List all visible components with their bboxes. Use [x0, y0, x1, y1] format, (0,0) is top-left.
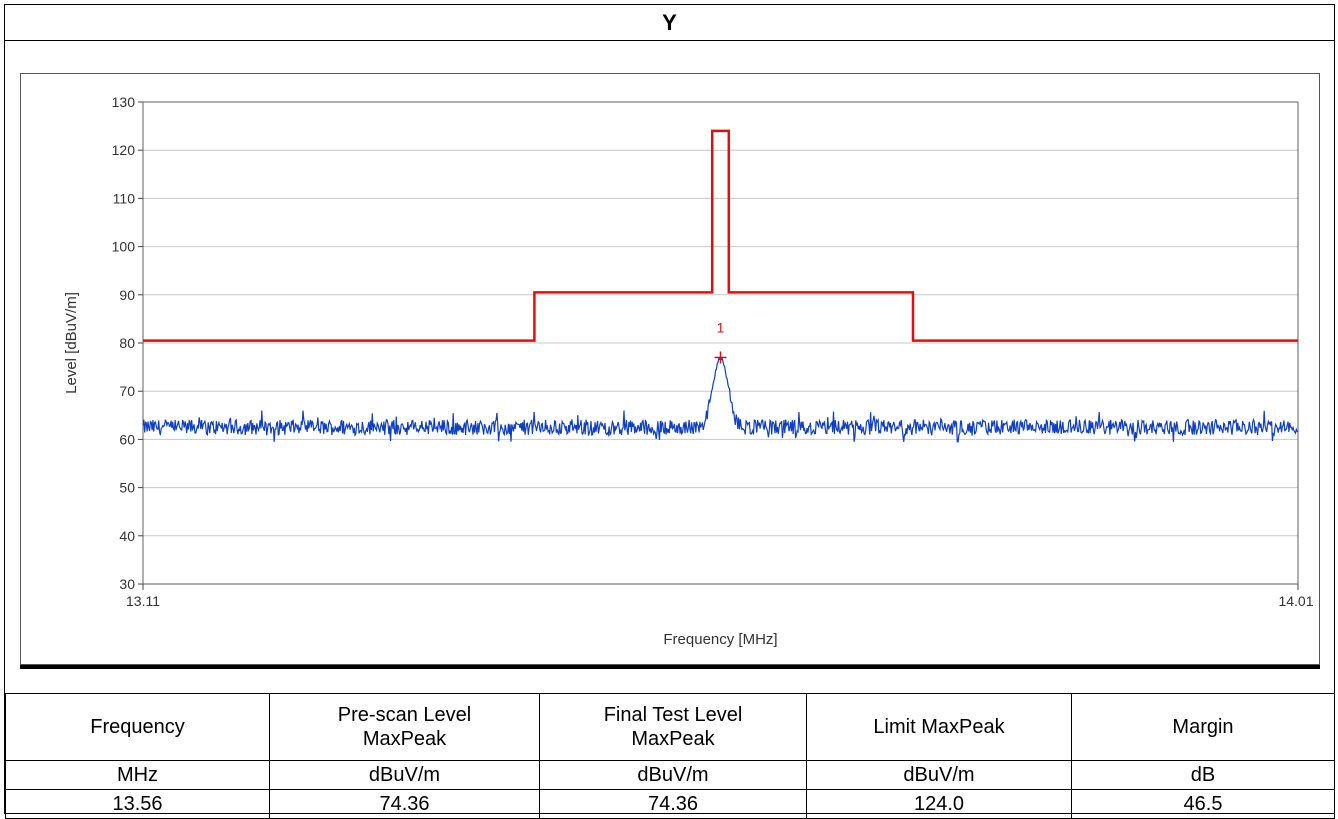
y-tick-label: 70: [119, 383, 135, 399]
unit-prescan-level: dBuV/m: [269, 760, 540, 790]
header-frequency: Frequency: [5, 693, 270, 761]
header-prescan-level: Pre-scan Level MaxPeak: [269, 693, 540, 761]
header-final-level: Final Test Level MaxPeak: [539, 693, 807, 761]
series-measured-trace: [142, 356, 1299, 443]
y-tick-label: 90: [119, 287, 135, 303]
chart-bottom-rule: [20, 665, 1320, 669]
y-tick-label: 100: [112, 239, 136, 255]
report-frame: Y 30 40 50 60 70 80 90 100 110 120 130 13.11 14.01 Fr…: [4, 4, 1335, 819]
unit-margin: dB: [1071, 760, 1335, 790]
cell-margin: 46.5: [1071, 789, 1335, 819]
cell-prescan-level: 74.36: [269, 789, 540, 819]
marker-label: 1: [717, 319, 725, 335]
y-tick-label: 80: [119, 335, 135, 351]
page-title: Y: [5, 5, 1334, 41]
x-tick-label: 13.11: [126, 593, 160, 609]
table-header-row: Frequency Pre-scan Level MaxPeak Final Te…: [5, 693, 1335, 761]
header-prescan-level-text: Pre-scan Level MaxPeak: [337, 704, 472, 750]
y-tick-label: 130: [112, 94, 136, 110]
y-tick-label: 40: [119, 528, 135, 544]
y-tick-label: 110: [113, 190, 136, 206]
y-tick-label: 60: [119, 431, 135, 447]
spectrum-chart: 30 40 50 60 70 80 90 100 110 120 130 13.11 14.01 Freq…: [20, 73, 1320, 665]
unit-limit: dBuV/m: [806, 760, 1072, 790]
y-tick-label: 30: [119, 576, 135, 592]
unit-final-level: dBuV/m: [539, 760, 807, 790]
cell-final-level: 74.36: [539, 789, 807, 819]
header-margin: Margin: [1071, 693, 1335, 761]
y-tick-label: 50: [119, 480, 135, 496]
table-units-row: MHz dBuV/m dBuV/m dBuV/m dB: [5, 760, 1335, 790]
x-tick-label: 14.01: [1278, 593, 1313, 609]
chart-svg: 30 40 50 60 70 80 90 100 110 120 130 13.11 14.01 Freq…: [63, 94, 1314, 648]
table-row: 13.56 74.36 74.36 124.0 46.5: [5, 789, 1335, 819]
x-axis-label: Frequency [MHz]: [663, 631, 777, 648]
header-final-level-text: Final Test Level MaxPeak: [603, 704, 743, 750]
plot-frame: [142, 101, 1299, 585]
cell-frequency: 13.56: [5, 789, 270, 819]
y-axis-label: Level [dBuV/m]: [63, 292, 80, 394]
cell-limit: 124.0: [806, 789, 1072, 819]
header-limit: Limit MaxPeak: [806, 693, 1072, 761]
series-limit-line: [143, 129, 1298, 342]
unit-frequency: MHz: [5, 760, 270, 790]
results-table: Frequency Pre-scan Level MaxPeak Final Te…: [5, 693, 1335, 819]
y-tick-label: 120: [112, 142, 136, 158]
